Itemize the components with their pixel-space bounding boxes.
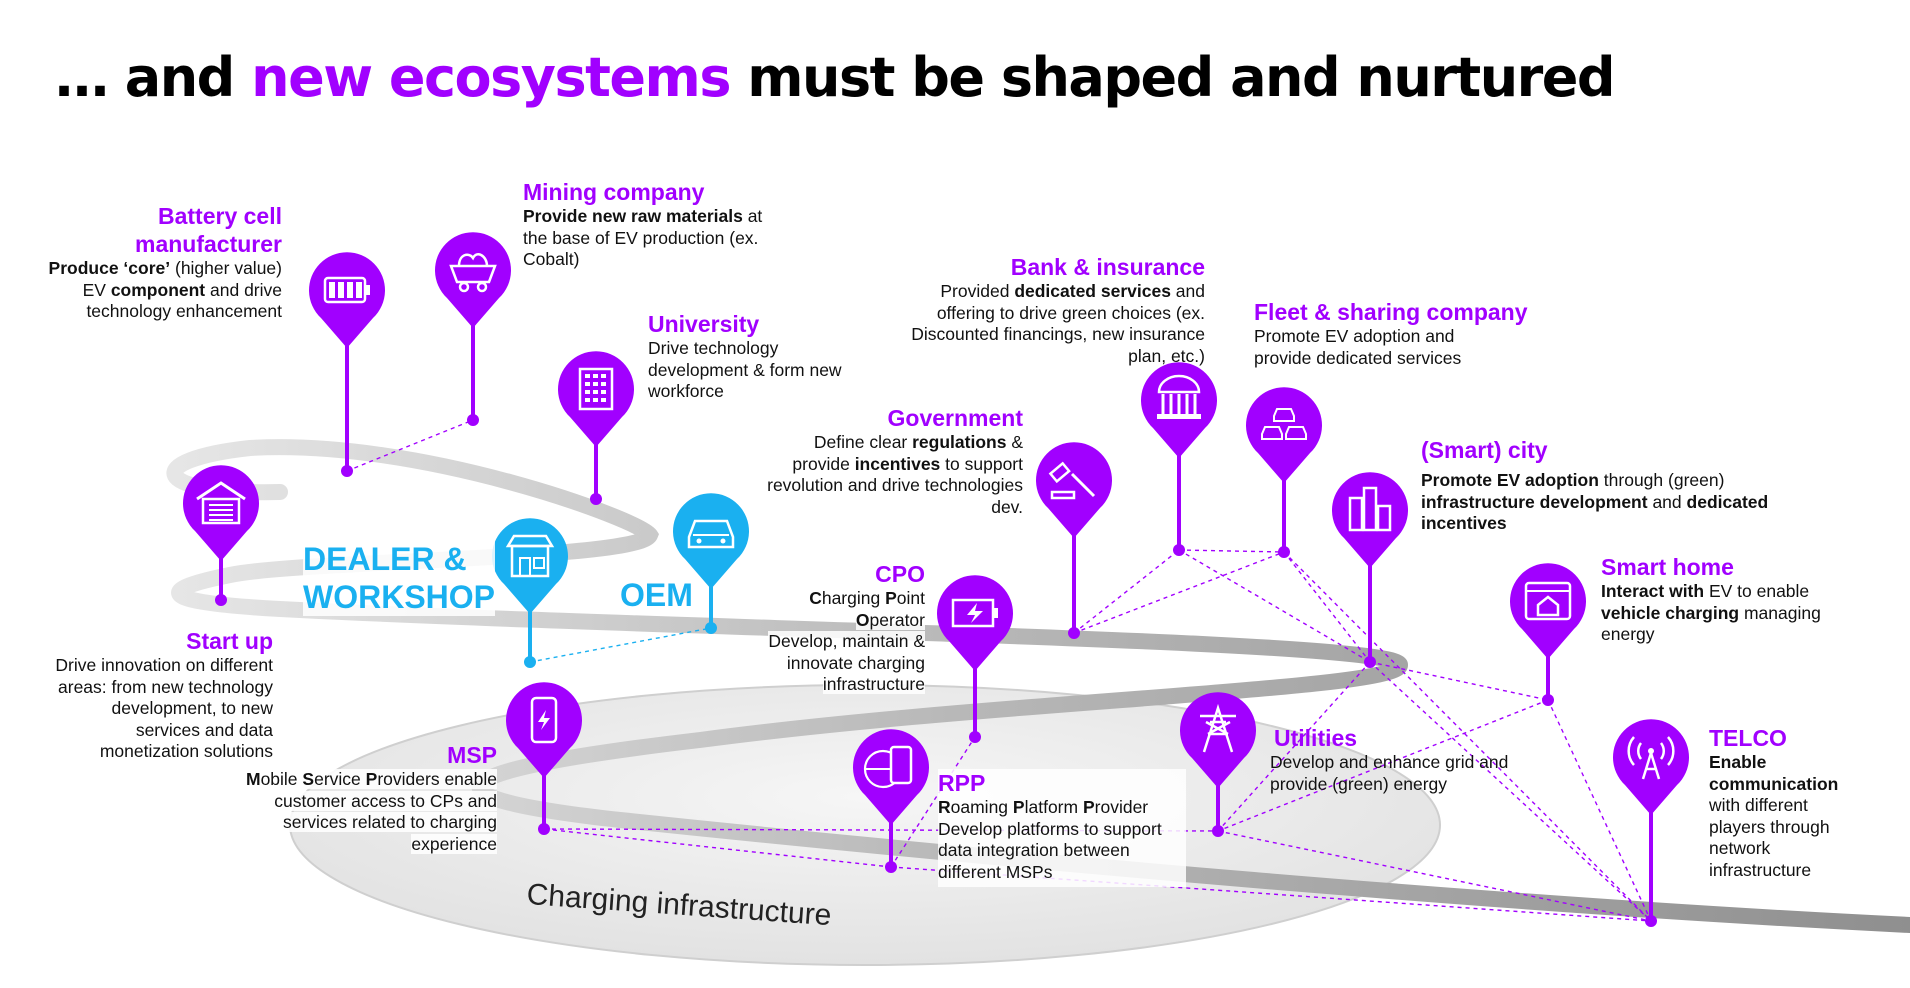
telco-pin	[1613, 719, 1689, 927]
cpo-title: CPO	[875, 561, 925, 587]
link-city-smarthome	[1369, 661, 1549, 701]
link-rpp-msp	[543, 828, 892, 868]
pylon-icon	[1200, 703, 1236, 753]
startup-label: Start up Drive innovation on different a…	[45, 627, 273, 763]
rpp-label: RPP Roaming Platform Provider Develop pl…	[938, 769, 1186, 887]
utilities-label: Utilities Develop and enhance grid and p…	[1270, 724, 1530, 795]
government-pin	[1036, 442, 1112, 639]
government-label: Government Define clear regulations & pr…	[765, 404, 1023, 518]
battery-icon	[323, 276, 370, 304]
building-icon	[578, 367, 614, 411]
city-pin	[1332, 472, 1408, 668]
dealer-label: DEALER & WORKSHOP	[303, 540, 495, 616]
smarthome-label: Smart home Interact with EV to enable ve…	[1601, 553, 1831, 646]
bank-label: Bank & insurance Provided dedicated serv…	[905, 253, 1205, 367]
gavel-icon	[1048, 461, 1096, 500]
link-government-fleet	[1073, 551, 1285, 634]
utilities-pin	[1179, 692, 1256, 837]
battery-label: Battery cell manufacturer Produce ‘core’ …	[40, 202, 282, 323]
cars-icon	[1261, 408, 1307, 440]
battery-pin	[309, 252, 385, 477]
link-utilities-telco	[1217, 830, 1652, 922]
university-label: University Drive technology development …	[648, 310, 848, 403]
city-label: (Smart) city Promote EV adoption through…	[1421, 436, 1821, 535]
globe-phone-icon	[863, 745, 913, 789]
cpo-pin	[936, 575, 1014, 743]
garage-icon	[196, 481, 246, 525]
antenna-icon	[1627, 736, 1675, 780]
startup-title: Start up	[186, 628, 273, 654]
smarthome-title: Smart home	[1601, 554, 1734, 580]
msp-pin	[506, 682, 583, 835]
link-rpp-cpo	[890, 736, 976, 868]
bank-title: Bank & insurance	[1010, 254, 1205, 280]
link-city-utilities	[1217, 661, 1371, 832]
smarthome-pin	[1510, 563, 1586, 706]
car-icon	[687, 519, 735, 549]
mining-title: Mining company	[523, 179, 705, 205]
telco-title: TELCO	[1709, 725, 1787, 751]
university-pin	[557, 351, 634, 505]
link-smarthome-telco	[1547, 699, 1652, 922]
dealer-pin	[492, 518, 568, 668]
cpo-label: CPO Charging Point Operator Develop, mai…	[735, 560, 925, 696]
rpp-title: RPP	[938, 770, 986, 796]
rpp-pin	[853, 729, 929, 873]
msp-label: MSP Mobile Service Providers enable cust…	[245, 742, 497, 854]
government-title: Government	[887, 405, 1023, 431]
city-title: (Smart) city	[1421, 437, 1548, 463]
fleet-title: Fleet & sharing company	[1254, 299, 1528, 325]
link-fleet-telco	[1283, 551, 1652, 922]
battery-title: Battery cell manufacturer	[135, 203, 282, 257]
ecosystem-road	[166, 439, 1910, 933]
phone-charge-icon	[530, 696, 558, 744]
charging-battery-icon	[951, 598, 998, 628]
connection-links	[346, 419, 1652, 922]
startup-pin	[183, 465, 259, 606]
oem-pin	[672, 493, 750, 634]
shop-icon	[505, 534, 555, 578]
link-rpp-telco	[890, 866, 1652, 922]
link-dealer-oem	[529, 627, 712, 663]
utilities-title: Utilities	[1274, 725, 1358, 751]
link-bank-fleet	[1178, 549, 1285, 553]
fleet-pin	[1246, 387, 1322, 558]
fleet-label: Fleet & sharing company Promote EV adopt…	[1254, 298, 1544, 369]
minecart-icon	[449, 253, 497, 293]
oem-label: OEM	[620, 577, 693, 613]
city-icon	[1348, 486, 1392, 532]
link-battery-mining	[346, 419, 474, 472]
mining-pin	[435, 232, 511, 426]
link-government-bank	[1073, 549, 1180, 634]
mining-label: Mining company Provide new raw materials…	[523, 178, 773, 271]
bank-icon	[1157, 374, 1201, 419]
telco-label: TELCO Enable communication with differen…	[1709, 724, 1859, 881]
university-title: University	[648, 311, 760, 337]
link-bank-city	[1178, 549, 1371, 663]
bank-pin	[1141, 362, 1218, 556]
msp-title: MSP	[447, 742, 497, 768]
smart-home-icon	[1524, 581, 1572, 621]
page-title: … and new ecosystems must be shaped and …	[55, 46, 1616, 109]
link-smarthome-utilities	[1217, 699, 1549, 832]
